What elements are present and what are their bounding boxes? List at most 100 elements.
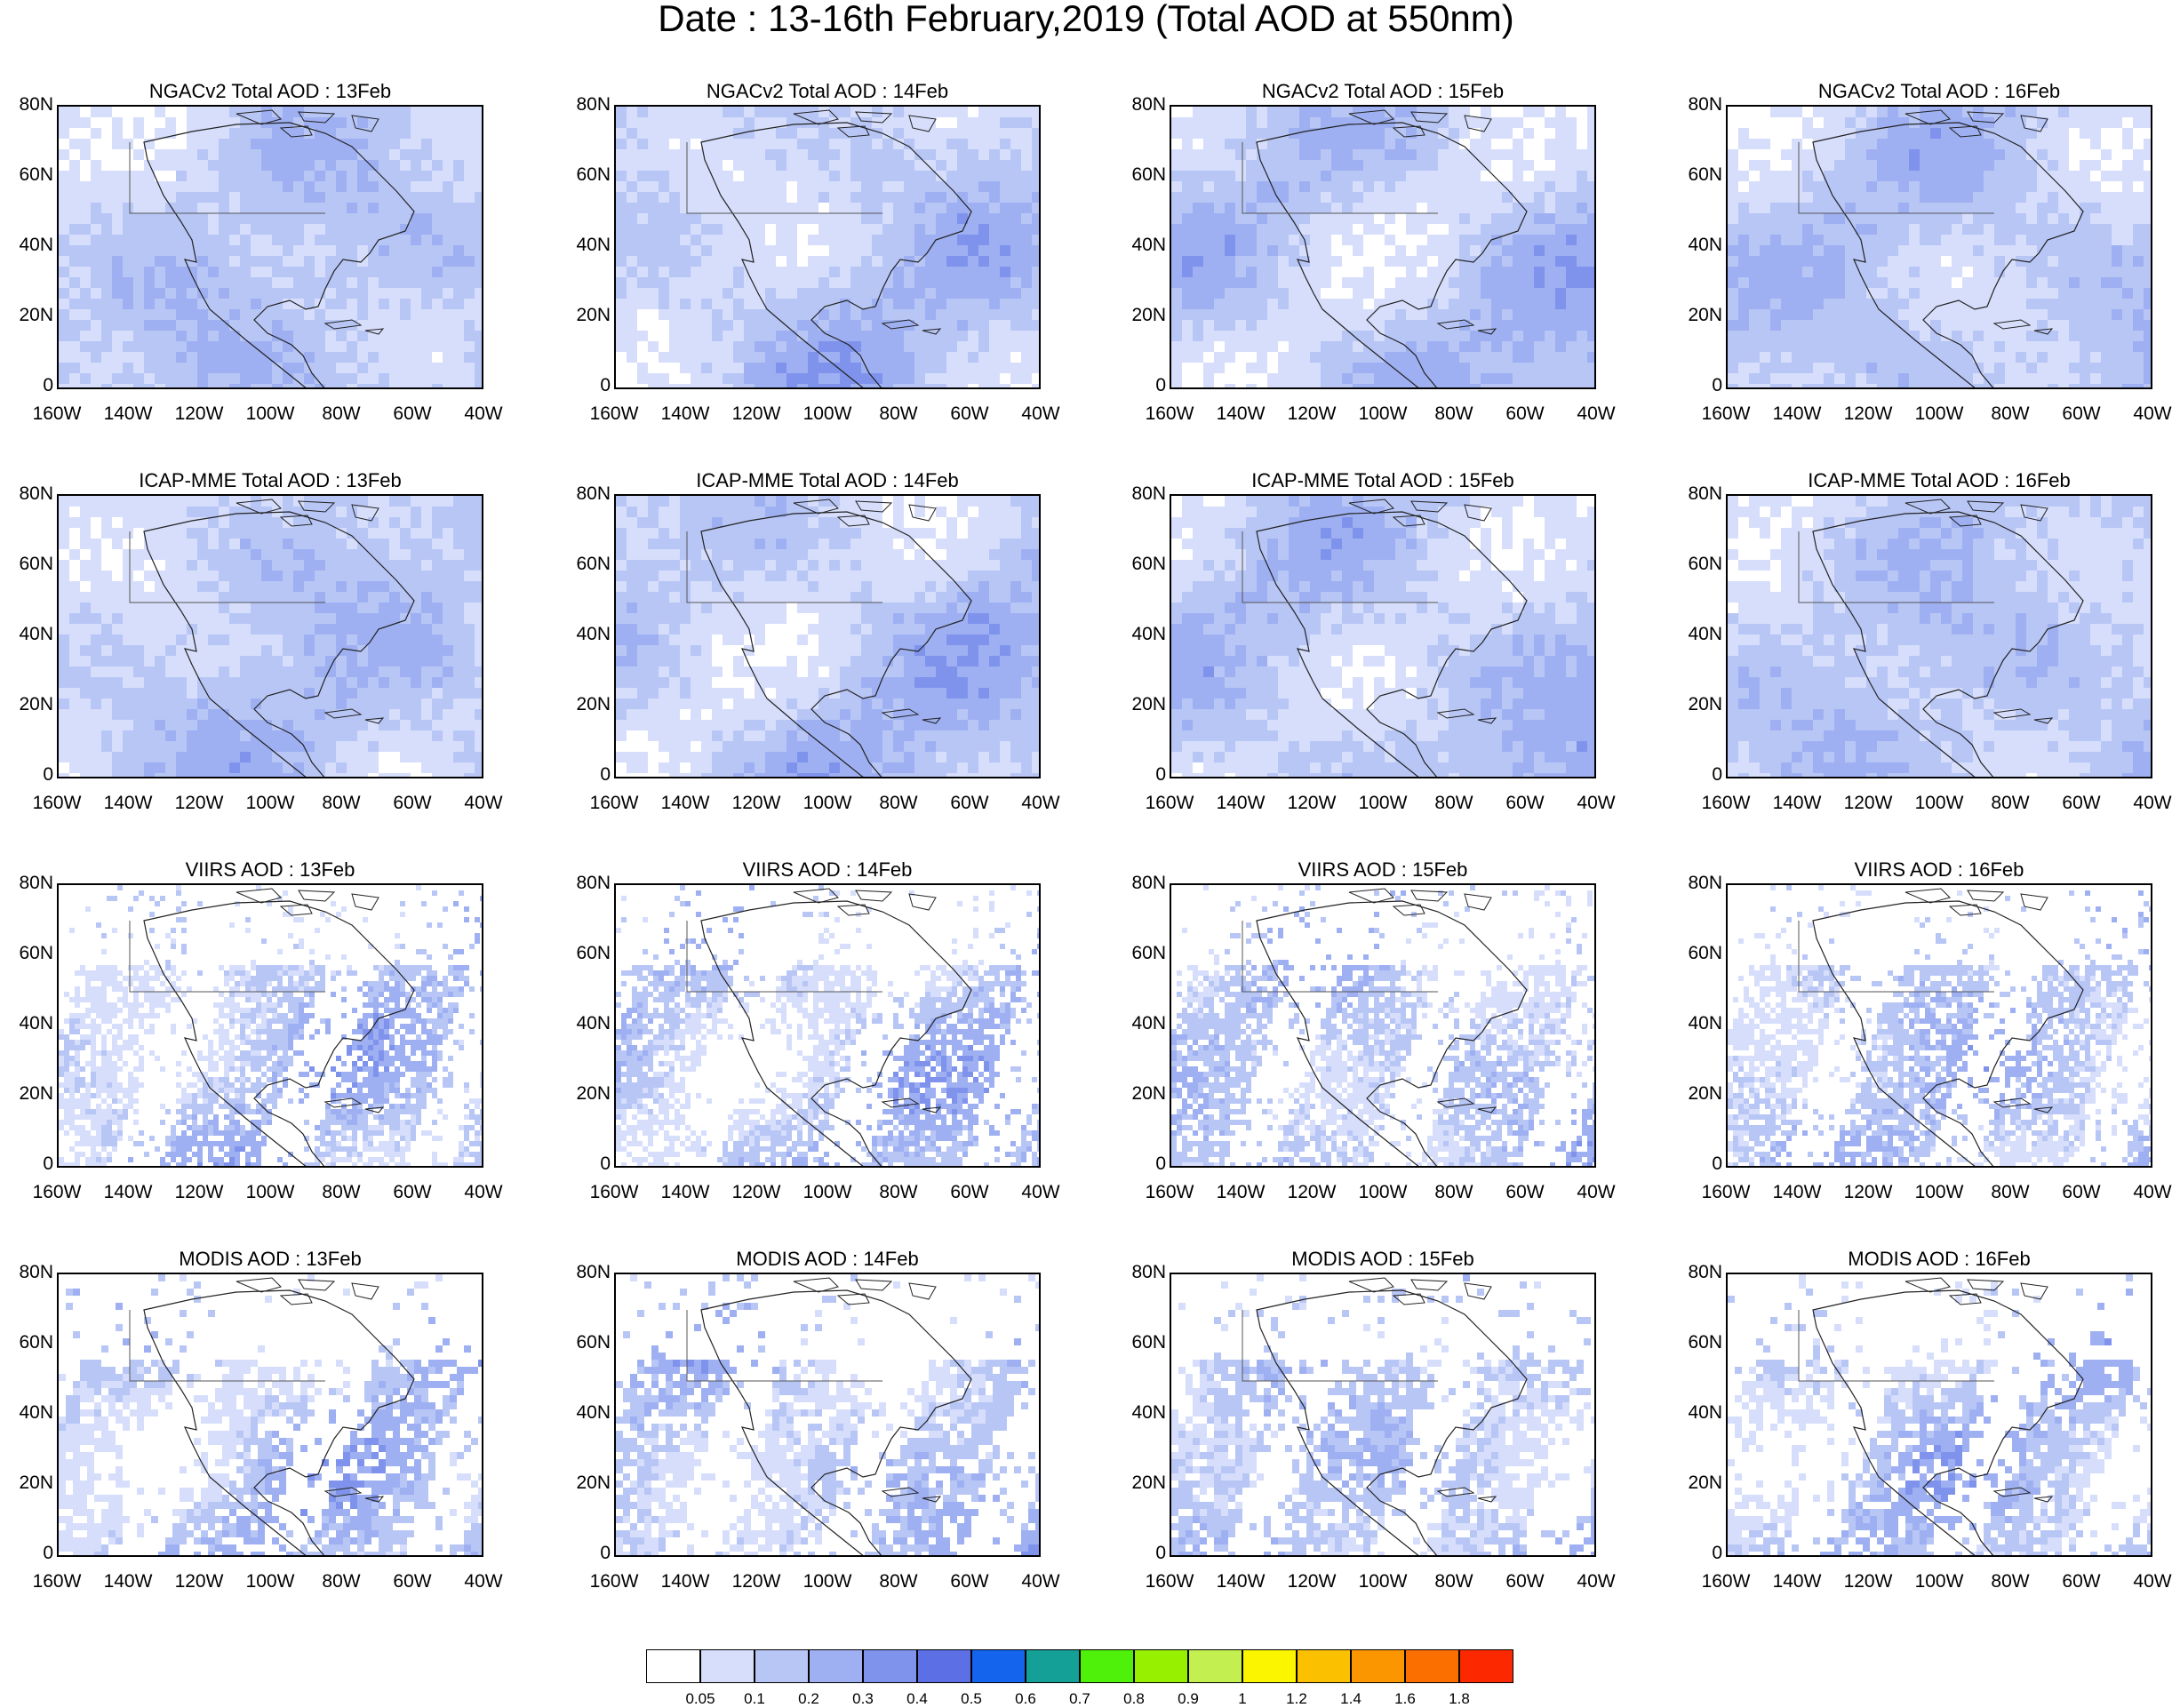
colorbar-swatch (646, 1649, 700, 1683)
longitude-tick-label: 60W (393, 793, 431, 814)
island-outline (299, 1280, 334, 1290)
longitude-tick-label: 80W (1434, 1182, 1473, 1203)
longitude-tick-label: 140W (661, 1182, 710, 1203)
aod-map (614, 883, 1041, 1168)
longitude-tick-label: 80W (322, 403, 360, 425)
aod-field (1728, 885, 2152, 1168)
longitude-tick-label: 120W (1288, 403, 1337, 425)
longitude-tick-label: 100W (1915, 793, 1964, 814)
island-outline (1905, 1278, 1950, 1292)
latitude-tick-label: 80N (1131, 483, 1166, 505)
panel-title: ICAP-MME Total AOD : 13Feb (57, 469, 483, 492)
longitude-tick-label: 120W (175, 1571, 224, 1592)
latitude-tick-label: 40N (19, 1013, 53, 1034)
longitude-tick-label: 120W (175, 1182, 224, 1203)
latitude-tick-label: 40N (1131, 1402, 1166, 1424)
latitude-tick-label: 60N (576, 554, 611, 575)
longitude-tick-label: 100W (1359, 1182, 1408, 1203)
longitude-tick-label: 120W (175, 403, 224, 425)
latitude-tick-label: 80N (1131, 94, 1166, 116)
latitude-tick-label: 40N (576, 235, 611, 256)
island-outline (909, 1283, 936, 1299)
latitude-tick-label: 20N (576, 1473, 611, 1494)
latitude-tick-label: 80N (576, 483, 611, 505)
latitude-tick-label: 0 (1712, 764, 1722, 786)
latitude-tick-label: 60N (19, 1332, 53, 1353)
latitude-tick-label: 80N (19, 1262, 53, 1283)
aod-field (59, 107, 483, 389)
latitude-tick-label: 80N (19, 94, 53, 116)
panel-title: ICAP-MME Total AOD : 14Feb (614, 469, 1041, 492)
longitude-tick-label: 160W (1702, 1571, 1751, 1592)
aod-map (57, 883, 483, 1168)
latitude-tick-label: 60N (1688, 164, 1722, 186)
longitude-tick-label: 120W (1844, 1571, 1893, 1592)
map-canvas (616, 885, 1041, 1168)
colorbar-swatch (809, 1649, 863, 1683)
longitude-tick-label: 40W (464, 793, 502, 814)
latitude-tick-label: 60N (1131, 943, 1166, 964)
longitude-tick-label: 40W (2133, 1571, 2171, 1592)
colorbar-swatch (755, 1649, 809, 1683)
latitude-tick-label: 80N (1131, 873, 1166, 894)
longitude-tick-label: 160W (1702, 1182, 1751, 1203)
longitude-tick-label: 80W (879, 403, 917, 425)
aod-map (1726, 494, 2152, 778)
longitude-tick-label: 120W (732, 1182, 781, 1203)
aod-field (59, 885, 483, 1168)
colorbar-label: 0.9 (1178, 1690, 1199, 1708)
longitude-tick-label: 80W (322, 1182, 360, 1203)
longitude-tick-label: 40W (1021, 403, 1059, 425)
longitude-tick-label: 60W (2062, 1571, 2100, 1592)
longitude-tick-label: 100W (1915, 1182, 1964, 1203)
colorbar-label: 1.8 (1449, 1690, 1470, 1708)
island-outline (856, 1280, 891, 1290)
latitude-tick-label: 0 (600, 375, 611, 396)
map-canvas (1171, 107, 1596, 389)
latitude-tick-label: 20N (1688, 305, 1722, 326)
figure-title: Date : 13-16th February,2019 (Total AOD … (0, 0, 2172, 37)
colorbar-label: 1.4 (1340, 1690, 1361, 1708)
latitude-tick-label: 0 (43, 764, 53, 786)
latitude-tick-label: 60N (19, 943, 53, 964)
latitude-tick-label: 20N (1131, 694, 1166, 715)
latitude-tick-label: 60N (1688, 1332, 1722, 1353)
colorbar-label: 0.6 (1015, 1690, 1036, 1708)
longitude-tick-label: 40W (464, 1571, 502, 1592)
map-canvas (59, 885, 483, 1168)
longitude-tick-label: 100W (803, 1571, 852, 1592)
colorbar-label: 0.2 (798, 1690, 819, 1708)
longitude-tick-label: 40W (1021, 1571, 1059, 1592)
longitude-tick-label: 120W (1288, 1571, 1337, 1592)
latitude-tick-label: 60N (1688, 554, 1722, 575)
longitude-tick-label: 80W (1434, 1571, 1473, 1592)
latitude-tick-label: 40N (1131, 235, 1166, 256)
colorbar-swatch (1351, 1649, 1405, 1683)
aod-map (1170, 1273, 1596, 1557)
longitude-tick-label: 80W (1434, 793, 1473, 814)
longitude-tick-label: 60W (1505, 793, 1544, 814)
colorbar-swatch (917, 1649, 971, 1683)
colorbar-swatch (1080, 1649, 1134, 1683)
panel-title: VIIRS AOD : 15Feb (1170, 858, 1596, 882)
longitude-tick-label: 100W (1359, 793, 1408, 814)
island-outline (299, 890, 334, 901)
aod-field (616, 885, 1041, 1168)
panel-title: VIIRS AOD : 14Feb (614, 858, 1041, 882)
latitude-tick-label: 0 (1712, 1543, 1722, 1564)
map-canvas (1171, 1274, 1596, 1557)
aod-field (1171, 107, 1596, 389)
aod-map (1726, 105, 2152, 389)
longitude-tick-label: 60W (1505, 403, 1544, 425)
colorbar-label: 0.8 (1123, 1690, 1145, 1708)
longitude-tick-label: 140W (104, 1182, 153, 1203)
panel-title: NGACv2 Total AOD : 16Feb (1726, 80, 2152, 103)
longitude-tick-label: 80W (322, 1571, 360, 1592)
latitude-tick-label: 60N (19, 554, 53, 575)
latitude-tick-label: 0 (600, 764, 611, 786)
longitude-tick-label: 80W (322, 793, 360, 814)
aod-map (614, 1273, 1041, 1557)
